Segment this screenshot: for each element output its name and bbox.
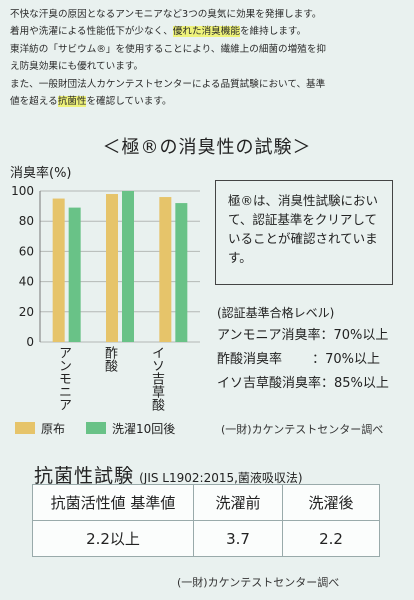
table-cell: 3.7 bbox=[193, 520, 283, 557]
bar-washed-2 bbox=[122, 191, 134, 342]
source-note-2: (一財)カケンテストセンター調べ bbox=[177, 576, 340, 589]
antibacterial-subtitle: (JIS L1902:2015,菌液吸収法) bbox=[139, 471, 303, 485]
bar-original-2 bbox=[106, 194, 118, 342]
intro-line: 不快な汗臭の原因となるアンモニアなど3つの臭気に効果を発揮します。 bbox=[10, 9, 322, 20]
y-tick-label: 40 bbox=[19, 275, 34, 289]
table-header: 洗濯後 bbox=[282, 484, 380, 521]
antibacterial-table: 抗菌活性値 基準値 洗濯前 洗濯後 2.2以上 3.7 2.2 bbox=[32, 484, 380, 557]
y-tick-label: 100 bbox=[11, 184, 34, 198]
criteria-row: イソ吉草酸消臭率：85%以上 bbox=[217, 376, 389, 391]
intro-line: 東洋紡の「サビウム®」を使用することにより、繊維上の細菌の増殖を抑 bbox=[10, 43, 327, 55]
table-header: 洗濯前 bbox=[193, 484, 283, 521]
table-row: 2.2以上 3.7 2.2 bbox=[32, 520, 380, 557]
certification-note: 極®は、消臭性試験において、認証基準をクリアしていることが確認されています。 bbox=[215, 180, 393, 285]
deodorant-bar-chart: 0 20 40 60 80 100 bbox=[11, 184, 200, 349]
table-cell: 2.2 bbox=[282, 520, 380, 557]
legend-label: 原布 bbox=[41, 421, 66, 436]
y-tick-label: 20 bbox=[19, 305, 34, 319]
bar-washed-1 bbox=[68, 207, 81, 342]
highlight-deodorant: 優れた消臭機能 bbox=[172, 26, 240, 38]
bar-washed-3 bbox=[175, 203, 188, 342]
y-tick-label: 80 bbox=[19, 214, 34, 228]
criteria-row: アンモニア消臭率：70%以上 bbox=[217, 328, 389, 343]
legend-swatch bbox=[86, 422, 106, 434]
legend-label: 洗濯10回後 bbox=[112, 421, 176, 436]
y-tick-label: 0 bbox=[26, 335, 34, 349]
criteria-title: (認証基準合格レベル) bbox=[217, 306, 335, 320]
legend-item-original: 原布 bbox=[15, 420, 65, 436]
antibacterial-heading: 抗菌性試験 (JIS L1902:2015,菌液吸収法) bbox=[34, 461, 303, 488]
legend-swatch bbox=[15, 422, 35, 434]
source-note: (一財)カケンテストセンター調べ bbox=[221, 423, 384, 436]
table-row: 抗菌活性値 基準値 洗濯前 洗濯後 bbox=[32, 484, 380, 521]
table-cell: 2.2以上 bbox=[32, 520, 194, 557]
criteria-row: 酢酸消臭率 ：70%以上 bbox=[217, 352, 381, 367]
category-label-ammonia: アンモニア bbox=[56, 346, 71, 411]
category-label-acetic: 酢酸 bbox=[102, 346, 117, 372]
legend-item-washed: 洗濯10回後 bbox=[86, 420, 175, 436]
intro-line: 値を超える抗菌性を確認しています。 bbox=[10, 96, 172, 108]
intro-text: 不快な汗臭の原因となるアンモニアなど3つの臭気に効果を発揮します。 着用や洗濯に… bbox=[10, 6, 408, 110]
intro-line: また、一般財団法人カケンテストセンターによる品質試験において、基準 bbox=[10, 78, 326, 90]
y-tick-label: 60 bbox=[19, 244, 34, 258]
chart-y-label: 消臭率(%) bbox=[10, 166, 72, 181]
table-header: 抗菌活性値 基準値 bbox=[32, 484, 194, 521]
intro-line: 着用や洗濯による性能低下が少なく、優れた消臭機能を維持します。 bbox=[10, 26, 307, 38]
highlight-antibacterial: 抗菌性 bbox=[57, 96, 87, 108]
intro-line: え防臭効果にも優れています。 bbox=[10, 61, 144, 73]
antibacterial-title: 抗菌性試験 bbox=[34, 465, 135, 487]
bar-original-3 bbox=[159, 197, 172, 342]
bar-original-1 bbox=[52, 198, 65, 342]
category-label-isovaleric: イソ吉草酸 bbox=[149, 346, 164, 411]
deodorant-test-title: ＜極®の消臭性の試験＞ bbox=[102, 137, 312, 158]
